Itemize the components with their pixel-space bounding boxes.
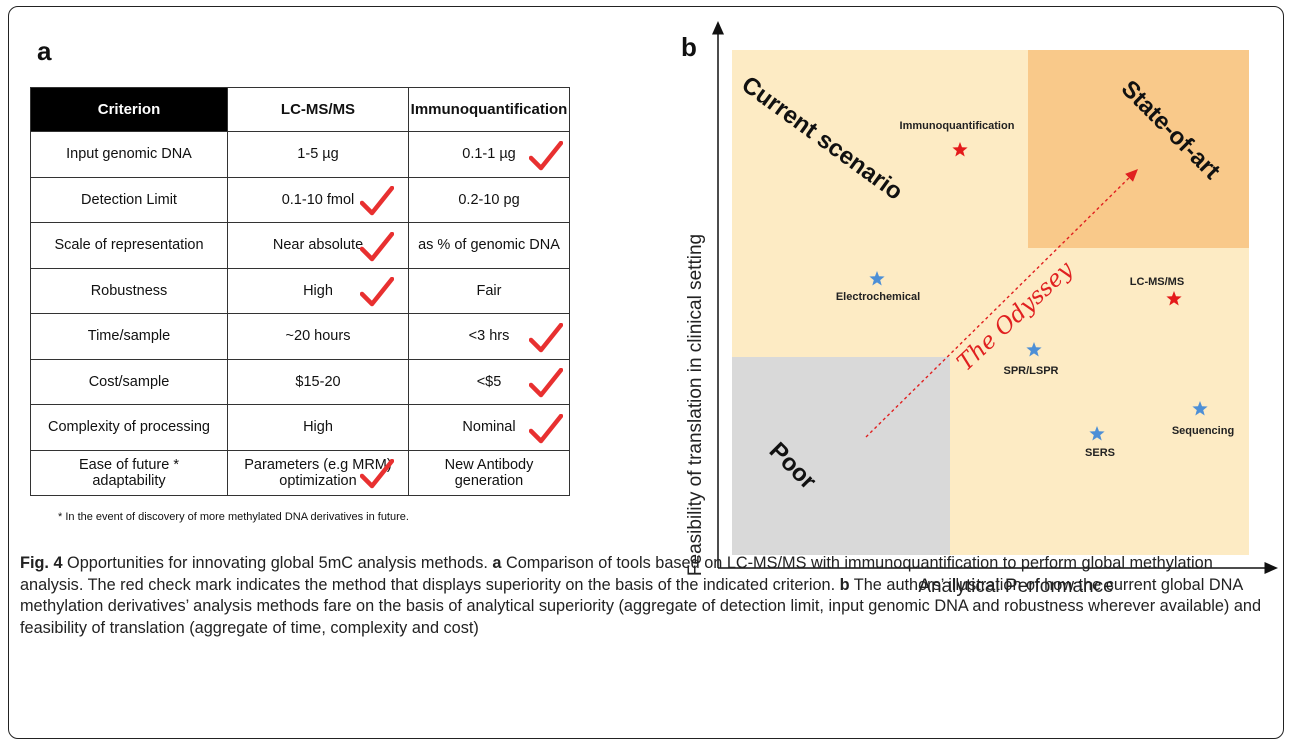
state-of-art-region <box>1028 50 1249 248</box>
cell-immuno-text: Nominal <box>462 419 516 436</box>
cell-lcms: Near absolute <box>227 222 409 269</box>
y-axis-label: Feasibility of translation in clinical s… <box>685 234 706 576</box>
table-footnote: * In the event of discovery of more meth… <box>58 511 409 523</box>
cell-immuno: as % of genomic DNA <box>408 222 570 269</box>
cell-criterion-text: Ease of future * adaptability <box>79 456 179 489</box>
cell-lcms: High <box>227 404 409 451</box>
cell-criterion: Scale of representation <box>30 222 228 269</box>
check-mark-icon <box>528 140 564 175</box>
cell-lcms: High <box>227 267 409 314</box>
star-icon <box>1089 426 1105 441</box>
caption-title: Opportunities for innovating global 5mC … <box>62 554 493 572</box>
figure-caption: Fig. 4 Opportunities for innovating glob… <box>20 553 1270 639</box>
check-mark-icon <box>528 322 564 357</box>
table-row: Ease of future * adaptability Parameters … <box>30 449 570 496</box>
cell-criterion: Ease of future * adaptability <box>30 449 228 496</box>
cell-criterion: Input genomic DNA <box>30 131 228 178</box>
cell-criterion-text: Cost/sample <box>88 373 170 390</box>
cell-criterion-text: Detection Limit <box>81 191 177 208</box>
cell-immuno: Nominal <box>408 404 570 451</box>
table-row: Detection Limit 0.1-10 fmol 0.2-10 pg <box>30 176 570 223</box>
table-row: Input genomic DNA 1-5 µg 0.1-1 µg <box>30 131 570 178</box>
cell-immuno-text: 0.2-10 pg <box>458 191 520 208</box>
check-mark-icon <box>359 458 395 493</box>
point-label: Electrochemical <box>836 291 920 303</box>
cell-criterion-text: Scale of representation <box>54 237 204 254</box>
cell-lcms-text: 0.1-10 fmol <box>281 191 355 208</box>
cell-immuno: <3 hrs <box>408 313 570 360</box>
header-criterion: Criterion <box>30 87 228 132</box>
table-header-row: Criterion LC-MS/MS Immunoquantification <box>30 87 570 132</box>
cell-immuno-text: as % of genomic DNA <box>418 237 560 254</box>
cell-lcms-text: $15-20 <box>295 373 341 390</box>
caption-a-text: Comparison of tools based on LC-MS/MS wi… <box>20 554 1213 594</box>
cell-criterion-text: Complexity of processing <box>48 419 210 436</box>
star-icon <box>952 142 968 157</box>
cell-criterion-text: Input genomic DNA <box>66 146 192 163</box>
cell-lcms: ~20 hours <box>227 313 409 360</box>
point-label: Sequencing <box>1172 425 1234 437</box>
panel-b-label: b <box>681 32 697 62</box>
table-row: Robustness High Fair <box>30 267 570 314</box>
table-row: Scale of representation Near absolute as %… <box>30 222 570 269</box>
check-mark-icon <box>359 276 395 311</box>
x-axis-label: Analytical Performance <box>918 576 1113 597</box>
check-mark-icon <box>359 231 395 266</box>
table-row: Cost/sample $15-20 <$5 <box>30 358 570 405</box>
panel-a-label: a <box>37 36 52 66</box>
caption-b-label: b <box>839 575 850 594</box>
cell-immuno: Fair <box>408 267 570 314</box>
cell-lcms-text: Parameters (e.g MRM) optimization <box>244 456 392 489</box>
point-label: LC-MS/MS <box>1130 276 1184 288</box>
cell-criterion-text: Robustness <box>90 282 168 299</box>
cell-lcms-text: ~20 hours <box>285 328 351 345</box>
cell-immuno: 0.2-10 pg <box>408 176 570 223</box>
cell-immuno-text: <3 hrs <box>468 328 510 345</box>
cell-immuno: New Antibody generation <box>408 449 570 496</box>
cell-lcms: 1-5 µg <box>227 131 409 178</box>
caption-fig-number: Fig. 4 <box>20 554 63 572</box>
cell-criterion: Time/sample <box>30 313 228 360</box>
cell-lcms-text: 1-5 µg <box>297 146 339 163</box>
point-label: SERS <box>1085 447 1115 459</box>
caption-b-text: The authors’ illustration of how the cur… <box>20 575 1262 637</box>
cell-lcms-text: Near absolute <box>272 237 364 254</box>
odyssey-arrow <box>865 169 1138 438</box>
star-icon <box>1166 291 1182 306</box>
cell-criterion: Robustness <box>30 267 228 314</box>
header-lcms: LC-MS/MS <box>227 87 409 132</box>
cell-immuno-text: 0.1-1 µg <box>462 146 516 163</box>
cell-lcms: Parameters (e.g MRM) optimization <box>227 449 409 496</box>
header-immuno: Immunoquantification <box>408 87 570 132</box>
cell-criterion-text: Time/sample <box>87 328 171 345</box>
cell-immuno-text: <$5 <box>476 373 502 390</box>
cell-criterion: Detection Limit <box>30 176 228 223</box>
table-row: Time/sample ~20 hours <3 hrs <box>30 313 570 360</box>
figure-frame <box>8 6 1284 739</box>
check-mark-icon <box>528 413 564 448</box>
star-icon <box>869 271 885 286</box>
check-mark-icon <box>528 367 564 402</box>
star-icon <box>1192 401 1208 416</box>
table-row: Complexity of processing High Nominal <box>30 404 570 451</box>
check-mark-icon <box>359 185 395 220</box>
cell-lcms-text: High <box>303 419 333 436</box>
comparison-table: Criterion LC-MS/MS Immunoquantification … <box>30 87 570 496</box>
point-label: Immunoquantification <box>900 120 1015 132</box>
caption-a-label: a <box>492 554 502 572</box>
cell-criterion: Complexity of processing <box>30 404 228 451</box>
point-label: SPR/LSPR <box>1003 365 1058 377</box>
cell-immuno-text: Fair <box>476 282 502 299</box>
cell-lcms-text: High <box>303 282 333 299</box>
star-icon <box>1026 342 1042 357</box>
cell-immuno-text: New Antibody generation <box>444 456 534 489</box>
